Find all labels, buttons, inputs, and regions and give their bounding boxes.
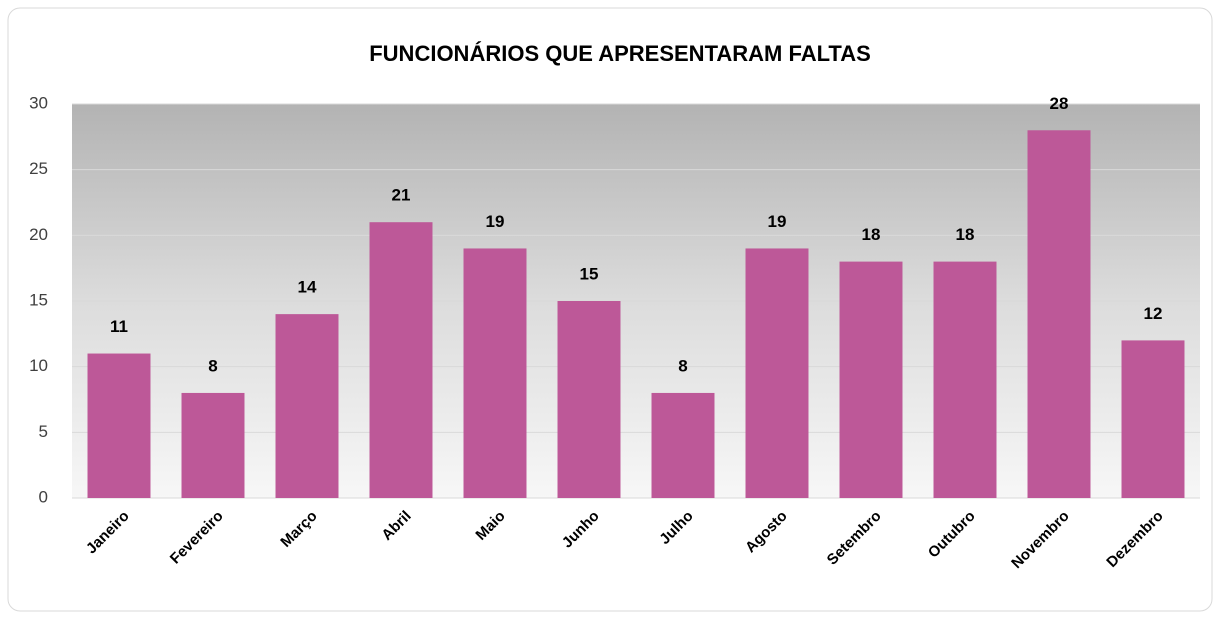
- bar: [463, 248, 527, 498]
- data-label: 15: [580, 264, 599, 283]
- data-label: 19: [486, 212, 505, 231]
- bar: [745, 248, 809, 498]
- bar: [651, 392, 715, 498]
- y-tick-label: 0: [39, 487, 48, 506]
- bar: [181, 392, 245, 498]
- data-label: 12: [1144, 304, 1163, 323]
- y-tick-label: 10: [29, 356, 48, 375]
- data-label: 19: [768, 212, 787, 231]
- data-label: 28: [1050, 94, 1069, 113]
- bar: [369, 222, 433, 498]
- data-label: 21: [392, 186, 411, 205]
- bar: [87, 353, 151, 498]
- data-label: 18: [862, 225, 881, 244]
- bar: [557, 301, 621, 498]
- data-label: 18: [956, 225, 975, 244]
- y-tick-label: 20: [29, 225, 48, 244]
- y-tick-label: 5: [39, 422, 48, 441]
- data-label: 8: [208, 356, 217, 375]
- bar: [1027, 130, 1091, 498]
- bar: [839, 261, 903, 498]
- y-tick-label: 30: [29, 93, 48, 112]
- y-tick-label: 25: [29, 159, 48, 178]
- data-label: 11: [110, 317, 128, 336]
- data-label: 14: [298, 278, 317, 297]
- y-tick-label: 15: [29, 290, 48, 309]
- bar: [1121, 340, 1185, 498]
- bar: [275, 314, 339, 498]
- chart-title: FUNCIONÁRIOS QUE APRESENTARAM FALTAS: [369, 41, 871, 66]
- data-label: 8: [678, 356, 687, 375]
- bar: [933, 261, 997, 498]
